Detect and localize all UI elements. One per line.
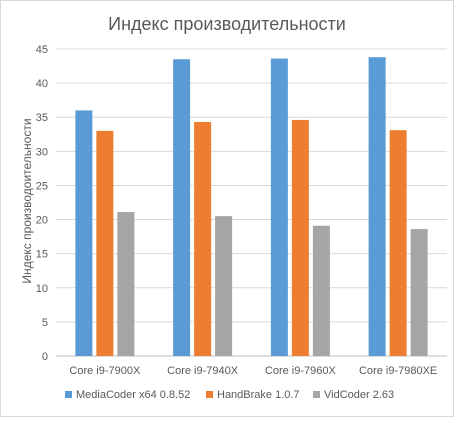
legend-swatch — [313, 391, 320, 398]
y-axis-label: Индекс производоительности — [20, 118, 34, 283]
y-tick-label: 40 — [36, 78, 48, 90]
legend-entry: MediaCoder x64 0.8.52 — [76, 389, 190, 401]
bar — [410, 229, 428, 356]
x-tick-label: Core i9-7980XE — [359, 365, 437, 377]
x-tick-label: Core i9-7900X — [69, 365, 141, 377]
bar — [270, 58, 288, 356]
legend-entry: HandBrake 1.0.7 — [217, 389, 300, 401]
bar — [312, 225, 330, 356]
legend: MediaCoder x64 0.8.52 HandBrake 1.0.7 VidC… — [65, 389, 394, 401]
y-tick-label: 35 — [36, 112, 48, 124]
y-tick-label: 25 — [36, 180, 48, 192]
y-tick-label: 30 — [36, 146, 48, 158]
y-tick-label: 10 — [36, 283, 48, 295]
bar — [194, 121, 212, 357]
chart-title: Индекс производительности — [108, 14, 346, 34]
y-tick-label: 5 — [42, 317, 48, 329]
gridlines — [56, 48, 447, 357]
bar — [117, 212, 135, 356]
bar — [368, 57, 386, 356]
bar — [291, 119, 309, 356]
bar — [215, 216, 233, 356]
y-tick-label: 0 — [42, 351, 48, 363]
y-tick-label: 20 — [36, 215, 48, 227]
x-tick-labels: Core i9-7900X Core i9-7940X Core i9-7960X C… — [69, 365, 437, 377]
legend-swatch — [206, 391, 213, 398]
legend-swatch — [65, 391, 72, 398]
y-tick-label: 45 — [36, 44, 48, 56]
bar — [75, 110, 93, 357]
bar — [389, 130, 407, 356]
bars — [75, 57, 428, 357]
y-tick-labels: 0 5 10 15 20 25 30 35 40 45 — [36, 44, 48, 363]
bar — [96, 130, 114, 356]
y-tick-label: 15 — [36, 249, 48, 261]
bar — [173, 59, 191, 356]
legend-entry: VidCoder 2.63 — [324, 389, 394, 401]
x-tick-label: Core i9-7940X — [167, 365, 239, 377]
x-tick-label: Core i9-7960X — [265, 365, 337, 377]
